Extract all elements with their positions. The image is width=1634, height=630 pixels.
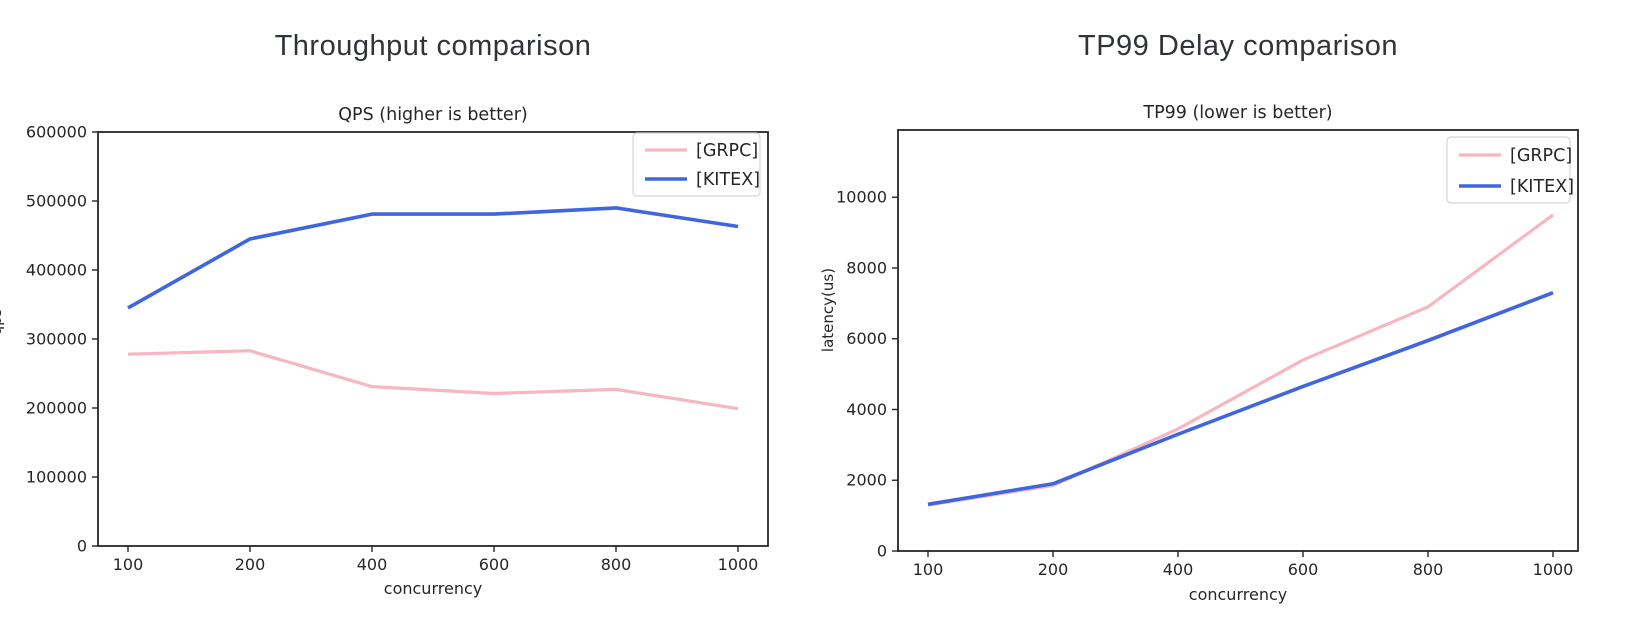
figure-throughput: Throughput comparison QPS (higher is bet… xyxy=(0,30,769,598)
x-tick-label: 200 xyxy=(1038,560,1069,579)
figure-title-throughput: Throughput comparison xyxy=(274,30,592,62)
series-line-grpc xyxy=(927,213,1554,507)
series-line-kitex xyxy=(927,291,1554,507)
y-tick-label: 500000 xyxy=(26,192,87,211)
y-tick-label: 6000 xyxy=(846,329,887,348)
series-line-grpc xyxy=(127,349,739,411)
legend-label: [GRPC] xyxy=(1510,146,1572,166)
y-tick-label: 100000 xyxy=(26,468,87,487)
series-line-kitex xyxy=(127,206,739,310)
legend-label: [KITEX] xyxy=(1510,177,1574,197)
x-tick-label: 1000 xyxy=(1533,560,1574,579)
x-tick-label: 1000 xyxy=(718,555,759,574)
x-tick-label: 600 xyxy=(1288,560,1319,579)
y-axis-label: latency(us) xyxy=(819,268,837,352)
axes-title: TP99 (lower is better) xyxy=(1142,103,1332,123)
legend-label: [GRPC] xyxy=(696,141,758,161)
plot-border xyxy=(897,129,1579,552)
y-tick-label: 4000 xyxy=(846,400,887,419)
x-axis-label: concurrency xyxy=(1189,585,1287,604)
figure-tp99-delay: TP99 Delay comparison TP99 (lower is bet… xyxy=(817,0,1634,630)
y-tick-label: 200000 xyxy=(26,399,87,418)
x-tick-label: 600 xyxy=(479,555,510,574)
y-tick-label: 400000 xyxy=(26,261,87,280)
tp99-line-chart: TP99 (lower is better) 0 2000 4000 6000 8000 1… xyxy=(819,103,1579,604)
y-axis-label: qps xyxy=(0,308,5,335)
x-tick-label: 800 xyxy=(601,555,632,574)
throughput-line-chart: QPS (higher is better) 0 100000 200000 30000… xyxy=(0,105,769,598)
x-tick-label: 100 xyxy=(913,560,944,579)
x-tick-label: 400 xyxy=(357,555,388,574)
x-axis-label: concurrency xyxy=(384,579,482,598)
y-tick-label: 2000 xyxy=(846,471,887,490)
x-tick-label: 400 xyxy=(1163,560,1194,579)
y-tick-label: 300000 xyxy=(26,330,87,349)
y-tick-label: 10000 xyxy=(836,188,887,207)
legend-label: [KITEX] xyxy=(696,170,760,190)
axes-title: QPS (higher is better) xyxy=(338,105,527,125)
y-tick-label: 8000 xyxy=(846,258,887,277)
x-tick-label: 200 xyxy=(235,555,266,574)
y-tick-label: 600000 xyxy=(26,123,87,142)
x-tick-label: 800 xyxy=(1413,560,1444,579)
figure-title-tp99: TP99 Delay comparison xyxy=(1078,30,1398,62)
x-tick-label: 100 xyxy=(113,555,144,574)
y-tick-label: 0 xyxy=(877,542,887,561)
y-tick-label: 0 xyxy=(77,537,87,556)
